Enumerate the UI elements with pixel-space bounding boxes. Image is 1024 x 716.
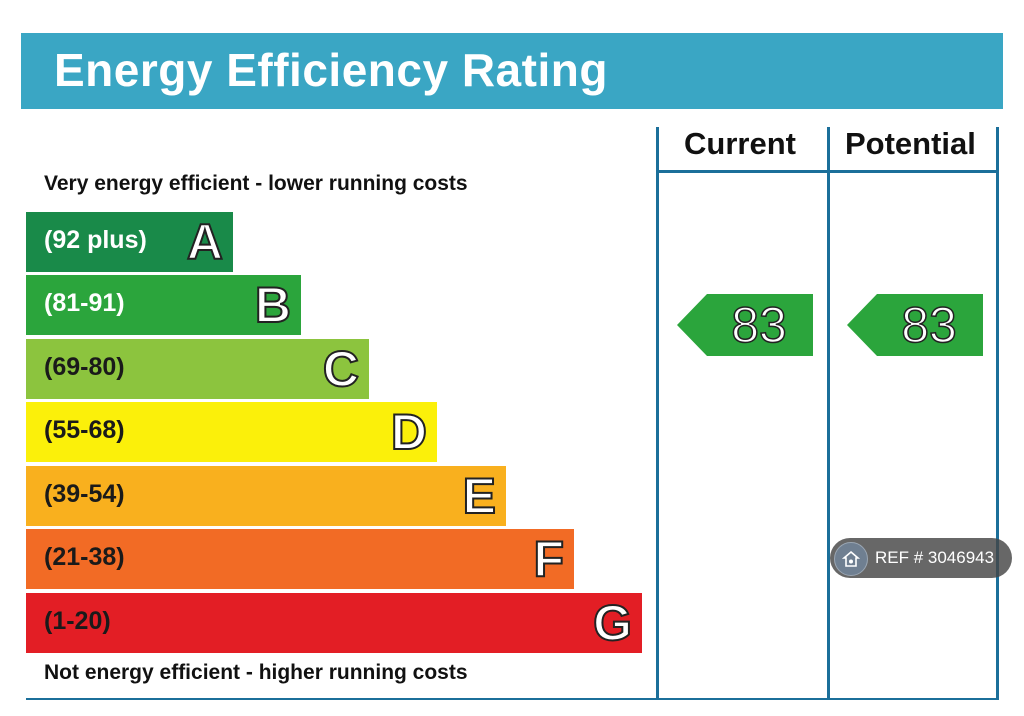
band-range-label: (21-38) — [44, 543, 125, 571]
current-column-header: Current — [684, 126, 796, 161]
band-range-label: (1-20) — [44, 607, 111, 635]
rating-band-f: (21-38) F — [26, 529, 574, 589]
table-bottom-line — [26, 698, 999, 700]
bottom-caption: Not energy efficient - higher running co… — [44, 661, 468, 684]
reference-number: REF # 3046943 — [875, 548, 995, 567]
current-arrow-shape — [677, 294, 813, 356]
rating-band-c: (69-80) C — [26, 339, 369, 399]
band-letter: G — [592, 595, 633, 651]
band-range-label: (69-80) — [44, 353, 125, 381]
band-letter: D — [390, 404, 428, 460]
band-letter: C — [322, 341, 360, 397]
band-letter: E — [462, 468, 497, 524]
column-divider-left — [656, 127, 659, 700]
potential-rating-value: 83 — [900, 296, 957, 354]
rating-band-b: (81-91) B — [26, 275, 301, 335]
potential-arrow-shape — [847, 294, 983, 356]
header-banner: Energy Efficiency Rating — [21, 33, 1003, 109]
current-rating-arrow: 83 — [677, 294, 813, 356]
column-divider-middle — [827, 127, 830, 700]
band-range-label: (81-91) — [44, 289, 125, 317]
column-divider-right — [996, 127, 999, 700]
reference-badge: REF # 3046943 — [830, 538, 1012, 578]
band-letter: B — [254, 277, 292, 333]
top-caption: Very energy efficient - lower running co… — [44, 172, 468, 195]
band-letter: F — [532, 531, 565, 587]
rating-band-g: (1-20) G — [26, 593, 642, 653]
rating-band-e: (39-54) E — [26, 466, 506, 526]
current-rating-value: 83 — [730, 296, 787, 354]
band-letter: A — [186, 214, 224, 270]
header-underline — [656, 170, 999, 173]
chart-title: Energy Efficiency Rating — [54, 44, 608, 96]
band-range-label: (55-68) — [44, 416, 125, 444]
potential-rating-arrow: 83 — [847, 294, 983, 356]
rating-band-a: (92 plus) A — [26, 212, 233, 272]
band-range-label: (39-54) — [44, 480, 125, 508]
potential-column-header: Potential — [845, 126, 976, 161]
rating-band-d: (55-68) D — [26, 402, 437, 462]
home-icon — [834, 542, 868, 576]
band-range-label: (92 plus) — [44, 226, 147, 254]
